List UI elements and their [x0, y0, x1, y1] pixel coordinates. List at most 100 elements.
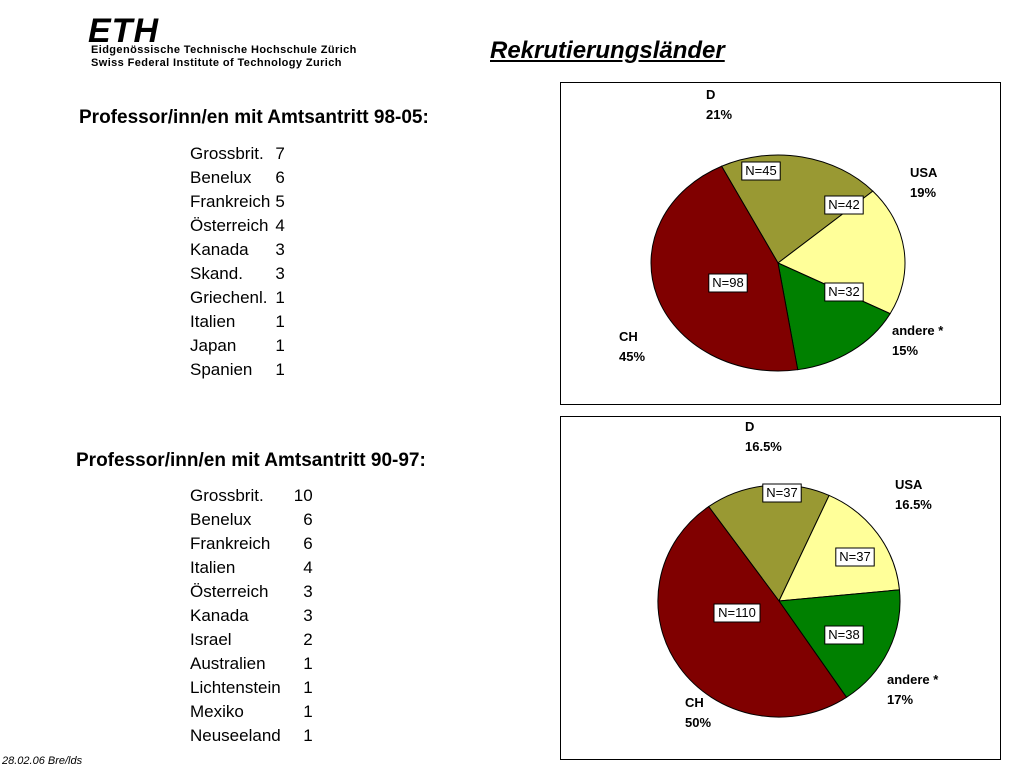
pie-chart-90-97: N=37 N=37 N=38 N=110 D 16.5% USA 16.5% andere * 1… [560, 416, 1001, 760]
country-name: Kanada [190, 240, 249, 259]
pie-category-label: CH [685, 695, 704, 710]
country-name: Mexiko [190, 702, 244, 721]
pie-percent-label: 50% [685, 715, 711, 730]
pie-slice-ch [650, 165, 799, 372]
country-name: Frankreich [190, 534, 271, 553]
pie-n-label-box [824, 282, 864, 302]
pie-percent-label: 19% [910, 185, 936, 200]
institution-name-english: Swiss Federal Institute of Technology Zu… [91, 57, 342, 69]
country-name: Grossbrit. [190, 144, 264, 163]
pie-percent-label: 15% [892, 343, 918, 358]
pie-percent-label: 21% [706, 107, 732, 122]
country-count: 1 [303, 702, 313, 721]
country-count: 5 [275, 192, 285, 211]
country-row: Spanien 1 [190, 358, 285, 382]
country-row: Italien 4 [190, 556, 313, 580]
country-row: Österreich 4 [190, 214, 285, 238]
institution-name-german: Eidgenössische Technische Hochschule Zür… [91, 44, 357, 56]
country-name: Italien [190, 312, 236, 331]
country-count: 1 [275, 288, 285, 307]
country-row: Frankreich 5 [190, 190, 285, 214]
pie-n-label-box [824, 195, 864, 215]
pie-category-label: andere * [887, 672, 939, 687]
country-name: Griechenl. [190, 288, 268, 307]
country-name: Benelux [190, 510, 252, 529]
country-row: Australien 1 [190, 652, 313, 676]
country-row: Skand. 3 [190, 262, 285, 286]
country-count: 1 [303, 726, 313, 745]
pie-category-label: CH [619, 329, 638, 344]
country-row: Benelux 6 [190, 508, 313, 532]
pie-n-label: N=37 [835, 547, 875, 567]
country-name: Grossbrit. [190, 486, 264, 505]
pie-category-label: USA [910, 165, 938, 180]
pie-n-label: N=98 [708, 273, 748, 293]
country-count: 3 [303, 582, 313, 601]
pie-n-label: N=38 [824, 625, 864, 645]
country-count: 1 [303, 654, 313, 673]
pie-n-label: N=110 [713, 603, 761, 623]
country-name: Österreich [190, 582, 269, 601]
country-name: Frankreich [190, 192, 271, 211]
country-table-98-05: Grossbrit. 7 Benelux 6 Frankreich 5 Österreich… [190, 142, 285, 382]
country-count: 10 [293, 486, 313, 505]
country-name: Spanien [190, 360, 253, 379]
country-row: Japan 1 [190, 334, 285, 358]
country-count: 6 [303, 534, 313, 553]
pie-slice-andere [777, 262, 891, 371]
country-count: 7 [275, 144, 285, 163]
country-row: Israel 2 [190, 628, 313, 652]
country-count: 1 [275, 312, 285, 331]
country-count: 4 [275, 216, 285, 235]
pie-n-label-box [835, 547, 875, 567]
country-row: Kanada 3 [190, 604, 313, 628]
pie-n-label-text: N=42 [828, 197, 859, 212]
country-name: Kanada [190, 606, 249, 625]
country-count: 3 [275, 240, 285, 259]
pie-n-label: N=42 [824, 195, 864, 215]
country-count: 1 [275, 336, 285, 355]
country-row: Österreich 3 [190, 580, 313, 604]
pie-n-label-text: N=110 [718, 605, 756, 620]
country-name: Japan [190, 336, 237, 355]
country-table-90-97: Grossbrit. 10 Benelux 6 Frankreich 6 Italien 4 Ö… [190, 484, 313, 748]
pie-n-label-box [762, 483, 802, 503]
country-row: Griechenl. 1 [190, 286, 285, 310]
pie-n-label-box [708, 273, 748, 293]
pie-n-label-text: N=37 [766, 485, 797, 500]
pie-chart-98-05-svg: N=45 N=42 N=32 N=98 D 21% USA 19% andere * 15% CH 4… [619, 87, 944, 372]
pie-n-label: N=45 [741, 161, 781, 181]
pie-n-label-text: N=37 [839, 549, 870, 564]
country-name: Österreich [190, 216, 269, 235]
pie-n-label: N=37 [762, 483, 802, 503]
pie-n-label-text: N=98 [712, 275, 743, 290]
country-count: 1 [303, 678, 313, 697]
pie-category-label: andere * [892, 323, 944, 338]
pie-n-label: N=32 [824, 282, 864, 302]
pie-chart-98-05: N=45 N=42 N=32 N=98 D 21% USA 19% andere * 15% CH 4… [560, 82, 1001, 405]
country-row: Grossbrit. 10 [190, 484, 313, 508]
country-name: Benelux [190, 168, 252, 187]
pie-slice-d [720, 154, 874, 264]
country-count: 3 [303, 606, 313, 625]
country-count: 4 [303, 558, 313, 577]
pie-category-label: D [706, 87, 715, 102]
country-name: Skand. [190, 264, 243, 283]
eth-logo-wordmark: ETH [88, 12, 159, 50]
pie-n-label-box [713, 603, 761, 623]
footer-note: 28.02.06 Bre/lds [2, 755, 83, 767]
country-row: Benelux 6 [190, 166, 285, 190]
pie-percent-label: 16.5% [745, 439, 782, 454]
country-row: Neuseeland 1 [190, 724, 313, 748]
pie-category-label: D [745, 419, 754, 434]
pie-percent-label: 17% [887, 692, 913, 707]
pie-percent-label: 45% [619, 349, 645, 364]
country-row: Italien 1 [190, 310, 285, 334]
country-name: Israel [190, 630, 232, 649]
country-row: Grossbrit. 7 [190, 142, 285, 166]
country-row: Kanada 3 [190, 238, 285, 262]
country-name: Italien [190, 558, 236, 577]
section-heading-90-97: Professor/inn/en mit Amtsantritt 90-97: [76, 450, 426, 471]
pie-category-label: USA [895, 477, 923, 492]
country-row: Lichtenstein 1 [190, 676, 313, 700]
